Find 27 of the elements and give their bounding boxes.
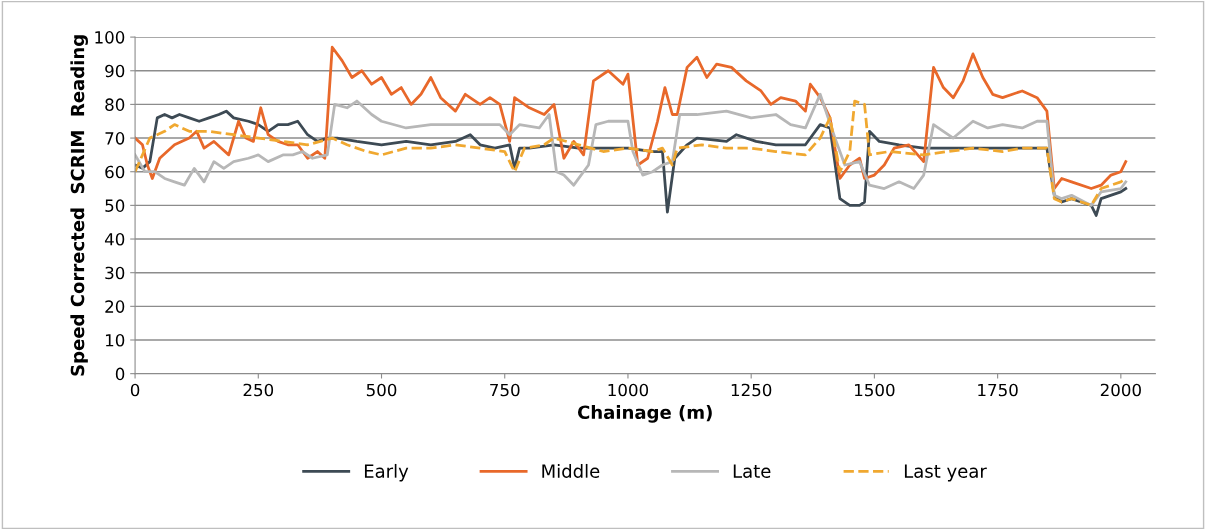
- line-series: [135, 45, 1128, 190]
- y-tick-label: 20: [105, 300, 125, 313]
- legend-label: Middle: [542, 463, 600, 478]
- x-tick-label: 500: [366, 383, 397, 397]
- x-tick-label: 1000: [608, 383, 649, 397]
- y-tick-label: 50: [105, 199, 125, 212]
- y-tick-label: 90: [105, 64, 125, 78]
- x-tick-label: 0: [130, 383, 140, 397]
- x-tick-label: 250: [243, 383, 274, 397]
- legend-label: Late: [733, 464, 771, 478]
- y-tick-label: 10: [105, 333, 125, 347]
- x-axis-title: Chainage (m): [577, 405, 712, 423]
- x-tick-label: 1250: [731, 383, 772, 397]
- x-tick-label: 1750: [978, 383, 1018, 397]
- x-tick-label: 2000: [1100, 383, 1141, 397]
- y-tick-label: 30: [105, 266, 125, 280]
- y-tick-label: 60: [105, 165, 125, 179]
- legend-label: Early: [364, 463, 409, 482]
- y-tick-label: 40: [104, 232, 125, 246]
- x-tick-label: 750: [490, 383, 520, 397]
- y-tick-label: 100: [95, 31, 125, 44]
- y-axis-title: Speed Corrected SCRIM Reading: [70, 35, 88, 376]
- legend-label: Last year: [904, 464, 987, 482]
- y-tick-label: 80: [105, 98, 125, 111]
- y-tick-label: 70: [105, 132, 125, 145]
- x-tick-label: 1500: [855, 383, 895, 397]
- y-tick-label: 0: [115, 367, 125, 381]
